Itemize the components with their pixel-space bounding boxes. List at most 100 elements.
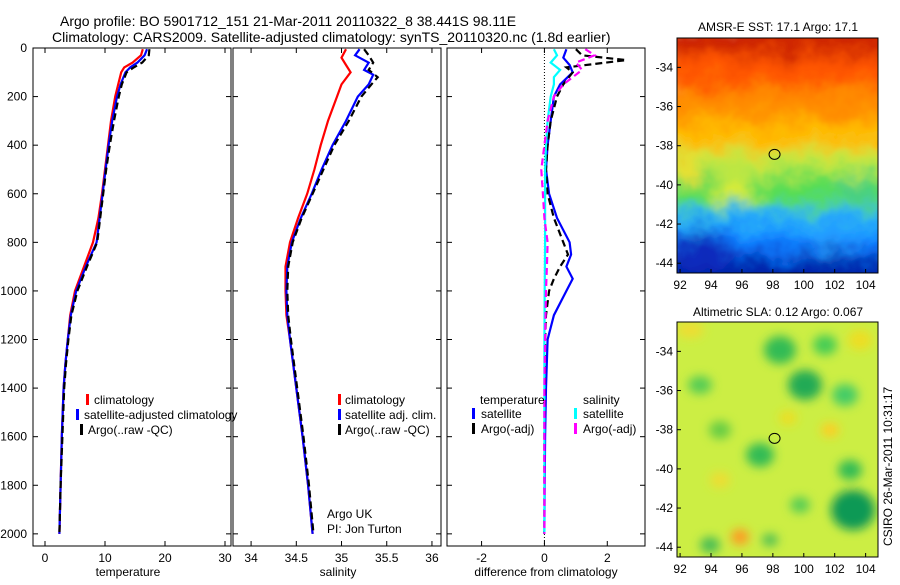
legend-label-argo: Argo(..raw -QC) xyxy=(345,423,430,437)
difference-series-satellite xyxy=(543,48,562,534)
temperature-x-tick-label: 30 xyxy=(218,551,232,565)
depth-tick-label: 1600 xyxy=(0,430,27,444)
difference-series-satellite xyxy=(543,48,575,534)
map-lat-tick-label: -36 xyxy=(656,384,674,398)
temperature-series-argo-raw-qc xyxy=(58,49,151,534)
map-lon-tick-label: 94 xyxy=(704,562,718,576)
difference-legend: temperature salinity satellite Argo(-adj… xyxy=(472,393,636,436)
sst-map-frame xyxy=(676,37,879,274)
legend-swatch-temp-satellite xyxy=(472,408,475,419)
map-lon-tick-label: 100 xyxy=(794,562,814,576)
map-lon-tick-label: 96 xyxy=(735,562,749,576)
legend-swatch-argo xyxy=(80,424,83,435)
map-lat-tick-label: -44 xyxy=(656,256,674,270)
salinity-x-tick-label: 36 xyxy=(425,551,439,565)
sst-map-image xyxy=(677,38,878,273)
map-lon-tick-label: 94 xyxy=(704,278,718,292)
salinity-x-tick-label: 34 xyxy=(244,551,258,565)
map-lon-tick-label: 102 xyxy=(825,278,845,292)
map-lat-tick-label: -38 xyxy=(656,423,674,437)
legend-swatch-climatology xyxy=(338,394,341,405)
legend-label-satellite: satellite-adjusted climatology xyxy=(84,408,237,422)
argo-note-line2: PI: Jon Turton xyxy=(327,522,402,536)
map-lon-tick-label: 102 xyxy=(825,562,845,576)
temperature-x-tick-label: 0 xyxy=(42,551,49,565)
difference-x-tick-label: 2 xyxy=(604,551,611,565)
salinity-series-argo-raw-qc xyxy=(286,48,380,535)
map-lat-tick-label: -40 xyxy=(656,462,674,476)
map-lat-tick-label: -36 xyxy=(656,100,674,114)
map-lat-tick-label: -38 xyxy=(656,139,674,153)
sst-map-axes: 92 94 96 98 100 102 104 -34 -36 -38 -40 -42 -44 xyxy=(656,60,876,292)
legend-label-climatology: climatology xyxy=(94,393,154,407)
depth-tick-label: 1200 xyxy=(0,333,27,347)
depth-tick-label: 800 xyxy=(7,235,27,249)
difference-panel: -2 0 2 xyxy=(447,47,645,565)
figure-title-line2: Climatology: CARS2009. Satellite-adjuste… xyxy=(52,29,610,45)
figure-title-line1: Argo profile: BO 5901712_151 21-Mar-2011… xyxy=(60,13,516,29)
salinity-x-tick-label: 34.5 xyxy=(285,551,309,565)
map-lon-tick-label: 92 xyxy=(673,278,687,292)
sla-map-title: Altimetric SLA: 0.12 Argo: 0.067 xyxy=(693,305,863,319)
argo-location-marker xyxy=(768,148,781,160)
map-lat-tick-label: -42 xyxy=(656,501,674,515)
depth-tick-label: 2000 xyxy=(0,527,27,541)
argo-location-marker xyxy=(768,432,781,444)
map-lat-tick-label: -34 xyxy=(656,60,674,74)
map-lat-tick-label: -42 xyxy=(656,217,674,231)
legend-label-sal-satellite: satellite xyxy=(583,407,624,421)
depth-tick-label: 1800 xyxy=(0,478,27,492)
legend-label-temp-argo: Argo(-adj) xyxy=(481,422,534,436)
map-lat-tick-label: -40 xyxy=(656,178,674,192)
salinity-axes-frame xyxy=(232,47,442,547)
legend-swatch-argo xyxy=(338,424,341,435)
salinity-axis-label: salinity xyxy=(320,565,357,579)
temperature-legend: climatology satellite-adjusted climatolo… xyxy=(76,393,237,437)
map-lat-tick-label: -34 xyxy=(656,344,674,358)
argo-note-line1: Argo UK xyxy=(327,507,372,521)
sla-map-frame xyxy=(676,321,879,558)
legend-group-salinity: salinity xyxy=(583,393,620,407)
depth-tick-label: 200 xyxy=(7,90,27,104)
depth-tick-label: 1400 xyxy=(0,381,27,395)
depth-tick-label: 400 xyxy=(7,138,27,152)
legend-label-satellite: satellite adj. clim. xyxy=(345,408,436,422)
legend-swatch-satellite xyxy=(338,409,341,420)
legend-label-climatology: climatology xyxy=(345,393,405,407)
depth-tick-label: 600 xyxy=(7,187,27,201)
salinity-x-tick-label: 35 xyxy=(335,551,349,565)
temperature-x-tick-label: 20 xyxy=(158,551,172,565)
sla-map-image xyxy=(677,322,878,557)
map-lon-tick-label: 96 xyxy=(735,278,749,292)
map-lon-tick-label: 104 xyxy=(856,562,876,576)
difference-series-argo-adj xyxy=(540,48,598,534)
legend-swatch-sal-argo xyxy=(574,423,577,434)
legend-group-temperature: temperature xyxy=(480,393,545,407)
legend-label-argo: Argo(..raw -QC) xyxy=(88,423,173,437)
map-lon-tick-label: 98 xyxy=(766,562,780,576)
map-lon-tick-label: 100 xyxy=(794,278,814,292)
difference-x-tick-label: 0 xyxy=(541,551,548,565)
map-lat-tick-label: -44 xyxy=(656,540,674,554)
legend-label-sal-argo: Argo(-adj) xyxy=(583,422,636,436)
legend-swatch-satellite xyxy=(76,409,79,420)
depth-tick-label: 0 xyxy=(20,41,27,55)
temperature-panel: 0 10 20 30 0 200 400 600 800 1000 1200 1400 1600 1800… xyxy=(0,41,232,565)
temperature-axes-frame xyxy=(32,47,232,547)
difference-axis-label: difference from climatology xyxy=(474,565,617,579)
salinity-x-tick-label: 35.5 xyxy=(375,551,399,565)
sst-map-title: AMSR-E SST: 17.1 Argo: 17.1 xyxy=(698,20,858,34)
legend-label-temp-satellite: satellite xyxy=(481,407,522,421)
salinity-panel: 34 34.5 35 35.5 36 xyxy=(233,47,441,565)
difference-axes-frame xyxy=(446,47,646,547)
map-lon-tick-label: 104 xyxy=(856,278,876,292)
legend-swatch-temp-argo xyxy=(472,423,475,434)
legend-swatch-sal-satellite xyxy=(574,408,577,419)
map-lon-tick-label: 92 xyxy=(673,562,687,576)
sla-map-axes: 92 94 96 98 100 102 104 -34 -36 -38 -40 -42 -44 xyxy=(656,344,876,576)
credit-text: CSIRO 26-Mar-2011 10:31:17 xyxy=(881,386,895,546)
temperature-x-tick-label: 10 xyxy=(98,551,112,565)
map-lon-tick-label: 98 xyxy=(766,278,780,292)
difference-x-tick-label: -2 xyxy=(476,551,487,565)
